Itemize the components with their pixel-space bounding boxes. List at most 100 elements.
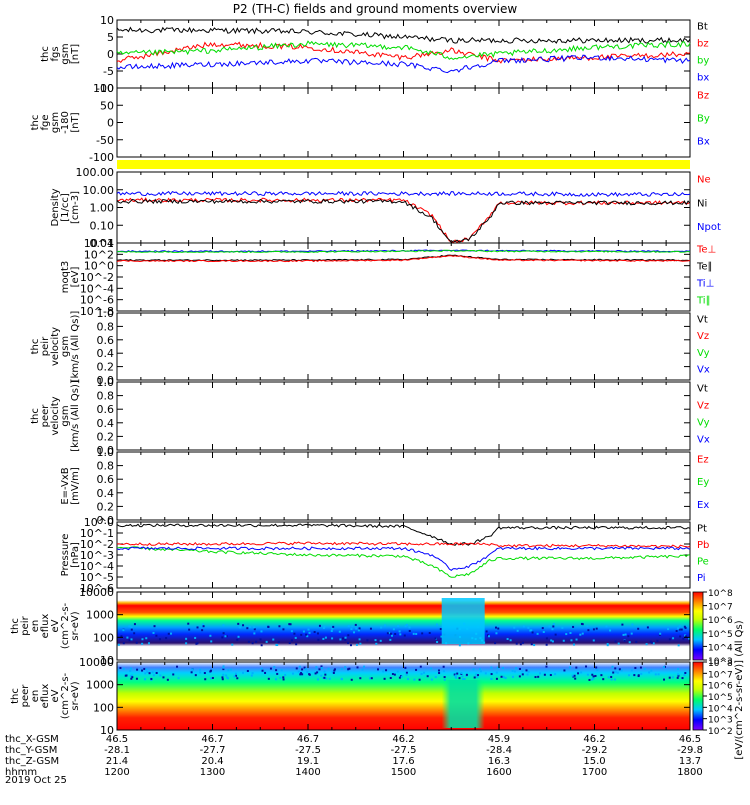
colorbar-tick-label: 10^6 bbox=[708, 682, 733, 692]
spectrogram-pixel bbox=[591, 673, 594, 676]
spectrogram-pixel bbox=[494, 626, 497, 629]
spectrogram-pixel bbox=[650, 669, 653, 672]
spectrogram-pixel bbox=[332, 671, 335, 674]
x-axis-value: 19.1 bbox=[297, 756, 319, 767]
y-tick-label: 0.6 bbox=[97, 403, 115, 416]
colorbar-gradient bbox=[692, 661, 704, 731]
y-tick-label: 0.4 bbox=[97, 417, 115, 430]
spectrogram-pixel bbox=[141, 669, 144, 672]
spectrogram-pixel bbox=[502, 675, 505, 678]
y-tick-label: 0.4 bbox=[97, 347, 115, 360]
y-axis-label: Pressure bbox=[60, 534, 71, 577]
spectrogram-pixel bbox=[688, 637, 691, 640]
spectrogram-pixel bbox=[563, 669, 566, 672]
x-axis-value: 1300 bbox=[200, 767, 225, 778]
spectrogram-pixel bbox=[250, 674, 253, 677]
spectrogram-pixel bbox=[668, 638, 671, 641]
spectrogram-pixel bbox=[323, 625, 326, 628]
spectrogram-pixel bbox=[288, 623, 291, 626]
spectrogram-pixel bbox=[407, 678, 410, 681]
spectrogram-pixel bbox=[340, 667, 343, 670]
spectrogram-pixel bbox=[224, 635, 227, 638]
spectrogram-pixel bbox=[191, 668, 194, 671]
y-axis-label: peer bbox=[40, 404, 51, 428]
spectrogram-pixel bbox=[527, 670, 530, 673]
spectrogram-pixel bbox=[479, 670, 482, 673]
spectrogram-pixel bbox=[408, 629, 411, 632]
y-tick-label: 10^-6 bbox=[80, 582, 114, 595]
spectrogram-pixel bbox=[195, 642, 198, 645]
spectrogram-pixel bbox=[282, 678, 285, 681]
y-tick-label: 0.6 bbox=[97, 473, 115, 486]
spectrogram-pixel bbox=[333, 669, 336, 672]
spectrogram-pixel bbox=[573, 674, 576, 677]
spectrogram-pixel bbox=[490, 678, 493, 681]
spectrogram-pixel bbox=[415, 668, 418, 671]
spectrogram-pixel bbox=[393, 673, 396, 676]
y-tick-label: 10.00 bbox=[83, 184, 115, 197]
spectrogram-pixel bbox=[461, 675, 464, 678]
spectrogram-pixel bbox=[267, 625, 270, 628]
spectrogram-pixel bbox=[155, 671, 158, 674]
spectrogram-pixel bbox=[141, 642, 144, 645]
spectrogram-pixel bbox=[389, 632, 392, 635]
spectrogram-pixel bbox=[143, 667, 146, 670]
spectrogram-pixel bbox=[550, 639, 553, 642]
spectrogram-pixel bbox=[227, 669, 230, 672]
y-tick-label: 10^-8 bbox=[80, 305, 114, 318]
spectrogram-pixel bbox=[366, 639, 369, 642]
x-axis-value: 13.7 bbox=[679, 756, 701, 767]
y-tick-label: 10 bbox=[100, 14, 114, 27]
y-axis-label: [nPa] bbox=[70, 542, 81, 568]
spectrogram-pixel bbox=[282, 628, 285, 631]
spectrogram-pixel bbox=[301, 668, 304, 671]
series-line-Te⊥ bbox=[116, 255, 691, 263]
spectrogram-pixel bbox=[333, 668, 336, 671]
y-tick-label: 50 bbox=[100, 99, 114, 112]
spectrogram-pixel bbox=[437, 669, 440, 672]
spectrogram-pixel bbox=[682, 637, 685, 640]
spectrogram-pixel bbox=[322, 627, 325, 630]
spectrogram-pixel bbox=[628, 641, 631, 644]
spectrogram-pixel bbox=[430, 678, 433, 681]
panel-frame bbox=[116, 381, 691, 451]
spectrogram-pixel bbox=[504, 677, 507, 680]
y-tick-label: 1.0 bbox=[97, 376, 115, 389]
spectrogram-pixel bbox=[490, 666, 493, 669]
spectrogram-pixel bbox=[225, 674, 228, 677]
y-tick-label: 10^2 bbox=[84, 248, 114, 261]
spectrogram-pixel bbox=[126, 636, 129, 639]
y-tick-label: 10^4 bbox=[84, 237, 114, 250]
spectrogram-pixel bbox=[627, 635, 630, 638]
legend-entry: Npot bbox=[697, 222, 721, 233]
spectrogram-pixel bbox=[554, 633, 557, 636]
legend-entry: Vt bbox=[697, 314, 708, 325]
spectrogram-pixel bbox=[596, 669, 599, 672]
spectrogram-pixel bbox=[534, 676, 537, 679]
spectrogram-pixel bbox=[495, 677, 498, 680]
spectrogram-pixel bbox=[226, 677, 229, 680]
panel-peer_spec: 10000 1000 100 10 thc peer en eflux eV (cm^2-s-sr… bbox=[10, 656, 691, 737]
spectrogram-pixel bbox=[521, 641, 524, 644]
y-tick-label: 10^-5 bbox=[80, 571, 114, 584]
legend-entry: Te∥ bbox=[696, 261, 713, 272]
spectrogram-pixel bbox=[144, 672, 147, 675]
spectrogram-pixel bbox=[587, 629, 590, 632]
spectrogram-pixel bbox=[248, 626, 251, 629]
spectrogram-pixel bbox=[623, 639, 626, 642]
spectrogram-pixel bbox=[359, 677, 362, 680]
y-axis-label: fge bbox=[40, 114, 51, 130]
y-tick-label: 0.8 bbox=[97, 320, 115, 333]
legend-entry: Pb bbox=[697, 540, 709, 551]
x-axis-value: 1500 bbox=[391, 767, 416, 778]
legend-entry: Te⊥ bbox=[696, 244, 716, 255]
spectrogram-pixel bbox=[403, 634, 406, 637]
spectrogram-pixel bbox=[295, 667, 298, 670]
y-tick-label: 1.0 bbox=[97, 307, 115, 320]
spectrogram-pixel bbox=[129, 667, 132, 670]
y-tick-label: 0.10 bbox=[90, 219, 115, 232]
spectrogram-pixel bbox=[304, 668, 307, 671]
y-tick-label: 10 bbox=[100, 654, 114, 667]
y-tick-label: -50 bbox=[96, 134, 114, 147]
